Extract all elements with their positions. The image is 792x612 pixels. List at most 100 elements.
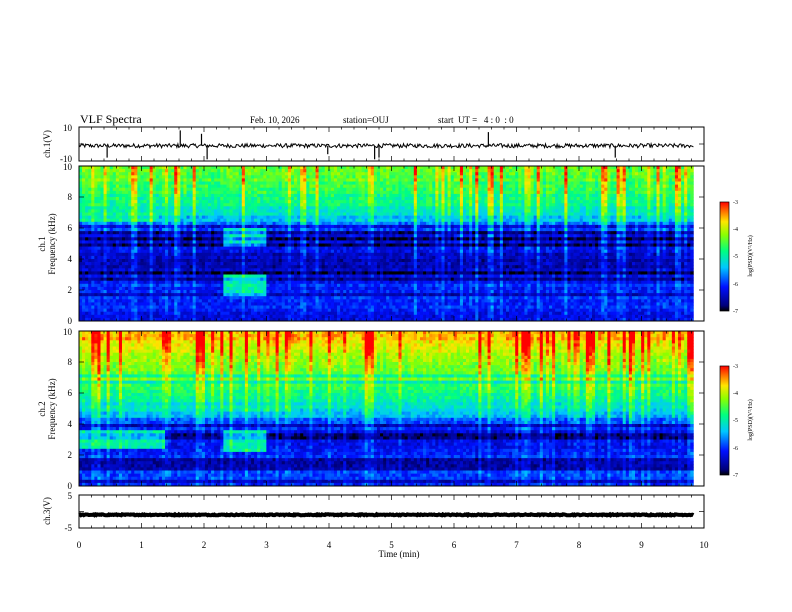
spectrogram-cell (211, 268, 215, 272)
spectrogram-cell (373, 271, 378, 275)
spectrogram-cell (140, 311, 144, 316)
spectrogram-cell (306, 175, 310, 179)
spectrogram-cell (309, 296, 313, 300)
spectrogram-cell (337, 166, 341, 170)
spectrogram-cell (318, 212, 323, 216)
spectrogram-cell (232, 311, 237, 316)
spectrogram-cell (220, 184, 224, 189)
spectrogram-cell (85, 193, 89, 198)
spectrogram-cell (146, 268, 150, 272)
spectrogram-cell (171, 296, 175, 300)
spectrogram-cell (186, 283, 190, 288)
spectrogram-cell (183, 197, 187, 201)
spectrogram-cell (195, 286, 200, 291)
spectrogram-cell (122, 169, 126, 173)
spectrogram-cell (137, 193, 141, 198)
spectrogram-cell (346, 234, 350, 238)
spectrogram-cell (364, 169, 369, 173)
spectrogram-cell (260, 246, 264, 251)
spectrogram-cell (146, 224, 150, 229)
spectrogram-cell (146, 209, 150, 213)
spectrogram-cell (226, 314, 230, 319)
spectrogram-cell (220, 190, 224, 195)
spectrogram-cell (278, 317, 283, 322)
spectrogram-cell (152, 206, 157, 210)
spectrogram-cell (343, 209, 347, 213)
spectrogram-cell (330, 240, 335, 244)
spectrogram-cell (263, 178, 267, 182)
spectrogram-cell (297, 259, 301, 263)
spectrogram-cell (158, 212, 163, 216)
spectrogram-cell (284, 175, 289, 179)
spectrogram-cell (358, 228, 362, 232)
spectrogram-cell (254, 240, 258, 244)
spectrogram-cell (349, 296, 353, 300)
spectrogram-cell (315, 274, 319, 278)
spectrogram-cell (244, 169, 249, 173)
spectrogram-cell (82, 290, 86, 294)
spectrogram-cell (97, 193, 101, 198)
spectrogram-cell (208, 221, 212, 226)
spectrogram-cell (100, 314, 104, 319)
spectrogram-cell (235, 317, 240, 322)
spectrogram-cell (106, 224, 111, 229)
spectrogram-cell (309, 218, 313, 223)
spectrogram-cell (367, 228, 372, 232)
spectrogram-cell (125, 187, 129, 192)
spectrogram-cell (312, 299, 316, 303)
spectrogram-cell (85, 187, 89, 192)
spectrogram-cell (352, 265, 356, 269)
spectrogram-cell (217, 206, 221, 210)
spectrogram-cell (300, 215, 304, 220)
spectrogram-cell (294, 166, 298, 170)
spectrogram-cell (211, 252, 215, 257)
spectrogram-cell (158, 302, 163, 306)
spectrogram-cell (195, 268, 200, 272)
spectrogram-cell (294, 293, 298, 297)
spectrogram-cell (82, 193, 86, 198)
spectrogram-cell (284, 206, 289, 210)
spectrogram-cell (266, 255, 270, 260)
spectrogram-cell (211, 234, 215, 238)
spectrogram-cell (266, 293, 270, 297)
spectrogram-cell (226, 255, 230, 260)
spectrogram-cell (112, 305, 117, 309)
spectrogram-cell (330, 172, 335, 176)
spectrogram-cell (241, 221, 246, 226)
spectrogram-cell (235, 169, 240, 173)
spectrogram-cell (324, 299, 329, 303)
spectrogram-cell (214, 268, 218, 272)
spectrogram-cell (232, 234, 237, 238)
spectrogram-cell (85, 184, 89, 189)
spectrogram-cell (214, 280, 218, 285)
spectrogram-cell (94, 280, 98, 285)
spectrogram-cell (346, 175, 350, 179)
spectrogram-cell (122, 296, 126, 300)
spectrogram-cell (137, 184, 141, 189)
spectrogram-cell (208, 259, 212, 263)
spectrogram-cell (79, 218, 83, 223)
spectrogram-cell (300, 193, 304, 198)
spectrogram-cell (364, 314, 369, 319)
spectrogram-cell (229, 212, 233, 216)
spectrogram-cell (125, 203, 129, 207)
spectrogram-cell (303, 277, 307, 282)
spectrogram-cell (373, 259, 378, 263)
spectrogram-cell (208, 178, 212, 182)
spectrogram-cell (294, 317, 298, 322)
spectrogram-cell (278, 265, 283, 269)
spectrogram-cell (137, 178, 141, 182)
spectrogram-cell (340, 237, 344, 241)
spectrogram-cell (355, 212, 359, 216)
spectrogram-cell (112, 293, 117, 297)
spectrogram-cell (217, 184, 221, 189)
spectrogram-cell (171, 286, 175, 291)
spectrogram-cell (128, 277, 132, 282)
spectrogram-cell (137, 190, 141, 195)
spectrogram-cell (152, 262, 157, 266)
spectrogram-cell (91, 209, 95, 213)
spectrogram-cell (361, 252, 366, 257)
spectrogram-cell (294, 178, 298, 182)
spectrogram-cell (177, 283, 181, 288)
spectrogram-cell (106, 197, 111, 201)
